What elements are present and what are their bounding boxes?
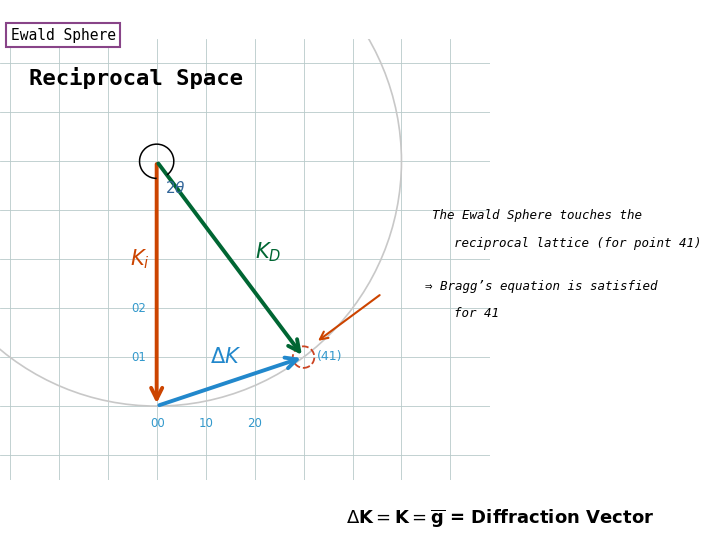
Text: 10: 10 (198, 417, 213, 430)
Text: reciprocal lattice (for point 41): reciprocal lattice (for point 41) (454, 237, 701, 249)
Text: for 41: for 41 (454, 307, 498, 320)
Text: Reciprocal Space: Reciprocal Space (30, 67, 243, 89)
Text: 00: 00 (150, 417, 165, 430)
Text: 02: 02 (131, 302, 146, 315)
Text: $\Delta\mathbf{K} = \mathbf{K} = \mathbf{\overline{g}}$ = Diffraction Vector: $\Delta\mathbf{K} = \mathbf{K} = \mathbf… (346, 508, 654, 529)
Text: $\mathit{K_i}$: $\mathit{K_i}$ (130, 247, 149, 271)
Text: $2\theta$: $2\theta$ (166, 180, 186, 196)
Text: The Ewald Sphere touches the: The Ewald Sphere touches the (432, 210, 642, 222)
Text: 20: 20 (247, 417, 262, 430)
Text: (41): (41) (318, 349, 343, 363)
Text: $\mathit{K_D}$: $\mathit{K_D}$ (255, 240, 281, 264)
Text: 01: 01 (131, 350, 146, 363)
Text: $\mathit{\Delta K}$: $\mathit{\Delta K}$ (210, 347, 241, 367)
Text: ⇒ Bragg’s equation is satisfied: ⇒ Bragg’s equation is satisfied (425, 280, 657, 293)
Text: Ewald Sphere: Ewald Sphere (11, 28, 116, 43)
